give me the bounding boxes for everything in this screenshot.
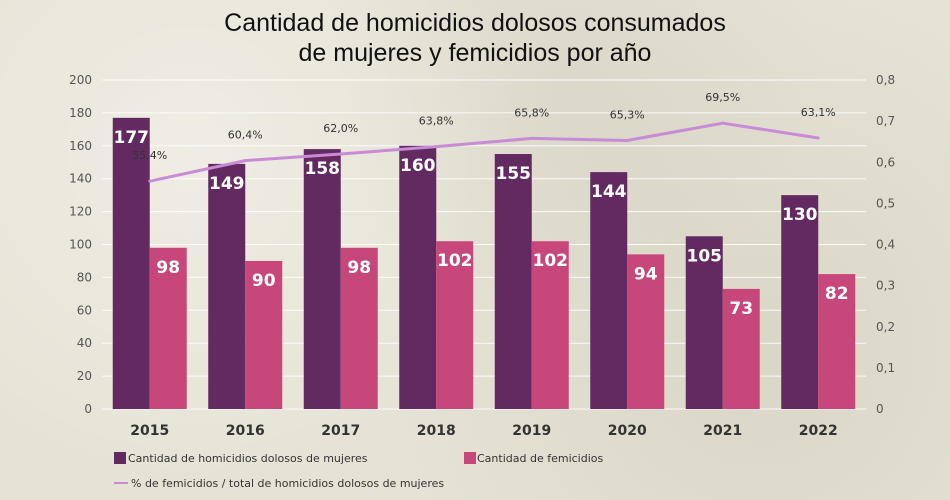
x-tick-label: 2019 xyxy=(512,423,551,439)
data-label-porcentaje: 69,5% xyxy=(705,91,740,104)
chart-title-line-1: Cantidad de homicidios dolosos consumado… xyxy=(224,9,726,37)
line-point xyxy=(625,138,629,142)
data-label-porcentaje: 63,1% xyxy=(801,106,836,119)
line-porcentaje xyxy=(149,121,819,183)
data-label-porcentaje: 65,8% xyxy=(514,106,549,119)
line-point xyxy=(530,136,534,140)
y-tick-label: 200 xyxy=(69,73,92,87)
y-tick-label: 180 xyxy=(69,106,92,120)
legend-label-homicidios: Cantidad de homicidios dolosos de mujere… xyxy=(128,452,368,465)
x-tick-label: 2015 xyxy=(130,423,169,439)
data-label-homicidios: 160 xyxy=(400,156,436,176)
bar-femicidios xyxy=(245,260,283,409)
y-tick-label: 140 xyxy=(69,172,92,186)
legend-label-femicidios: Cantidad de femicidios xyxy=(477,452,603,465)
data-label-femicidios: 98 xyxy=(347,258,371,278)
bar-femicidios xyxy=(149,247,187,409)
data-label-femicidios: 73 xyxy=(729,299,753,319)
bar-femicidios xyxy=(818,274,856,409)
y2-tick-label: 0,1 xyxy=(876,361,895,375)
legend-label-porcentaje: % de femicidios / total de homicidios do… xyxy=(131,477,444,490)
y-tick-label: 20 xyxy=(77,369,92,383)
x-tick-label: 2018 xyxy=(417,423,456,439)
data-label-homicidios: 149 xyxy=(209,174,245,194)
y-tick-label: 100 xyxy=(69,238,92,252)
y2-tick-label: 0,4 xyxy=(876,238,895,252)
bar-femicidios xyxy=(627,254,665,409)
data-label-homicidios: 105 xyxy=(687,246,723,266)
chart-title: Cantidad de homicidios dolosos consumado… xyxy=(0,8,950,68)
bar-homicidios xyxy=(781,195,819,409)
data-label-homicidios: 155 xyxy=(496,164,532,184)
x-tick-label: 2016 xyxy=(226,423,265,439)
x-tick-label: 2022 xyxy=(799,423,838,439)
y-tick-label: 80 xyxy=(77,270,92,284)
y2-tick-label: 0,5 xyxy=(876,196,895,210)
line-point xyxy=(434,145,438,149)
y-tick-label: 40 xyxy=(77,336,92,350)
y2-tick-label: 0,2 xyxy=(876,320,895,334)
data-label-porcentaje: 60,4% xyxy=(228,129,263,142)
bar-homicidios xyxy=(399,145,437,410)
data-label-femicidios: 94 xyxy=(634,264,658,284)
data-label-femicidios: 98 xyxy=(156,258,180,278)
y2-tick-label: 0,3 xyxy=(876,279,895,293)
line-point xyxy=(339,152,343,156)
legend-swatch-femicidios xyxy=(464,452,476,464)
y2-tick-label: 0,6 xyxy=(876,155,895,169)
data-label-homicidios: 144 xyxy=(591,182,627,202)
data-label-porcentaje: 55,4% xyxy=(132,149,167,162)
data-label-homicidios: 177 xyxy=(114,128,150,148)
y-tick-label: 160 xyxy=(69,139,92,153)
data-label-femicidios: 82 xyxy=(825,284,849,304)
data-label-homicidios: 158 xyxy=(305,159,341,179)
y-tick-label: 60 xyxy=(77,303,92,317)
bar-homicidios xyxy=(208,163,246,409)
bar-femicidios xyxy=(722,288,760,409)
line-point xyxy=(816,136,820,140)
bar-homicidios xyxy=(303,149,341,409)
bar-homicidios xyxy=(494,154,532,409)
data-label-femicidios: 90 xyxy=(252,271,276,291)
chart-title-line-2: de mujeres y femicidios por año xyxy=(298,39,652,67)
data-label-femicidios: 102 xyxy=(533,251,569,271)
bar-femicidios xyxy=(340,247,378,409)
line-point xyxy=(148,179,152,183)
legend-swatch-homicidios xyxy=(114,452,126,464)
y-tick-label: 0 xyxy=(84,402,92,416)
y-tick-label: 120 xyxy=(69,205,92,219)
y2-tick-label: 0,7 xyxy=(876,114,895,128)
line-point xyxy=(721,121,725,125)
bar-homicidios xyxy=(685,236,723,409)
x-tick-label: 2017 xyxy=(321,423,360,439)
data-label-homicidios: 130 xyxy=(782,205,818,225)
bar-homicidios xyxy=(590,172,628,409)
data-label-porcentaje: 63,8% xyxy=(419,115,454,128)
x-tick-label: 2021 xyxy=(703,423,742,439)
bar-femicidios xyxy=(531,241,569,409)
bar-homicidios xyxy=(112,117,150,410)
data-label-femicidios: 102 xyxy=(437,251,473,271)
x-tick-label: 2020 xyxy=(608,423,647,439)
bar-femicidios xyxy=(436,241,474,409)
y2-tick-label: 0,8 xyxy=(876,73,895,87)
data-label-porcentaje: 65,3% xyxy=(610,108,645,121)
line-point xyxy=(243,159,247,163)
data-label-porcentaje: 62,0% xyxy=(323,122,358,135)
y2-tick-label: 0 xyxy=(876,402,884,416)
